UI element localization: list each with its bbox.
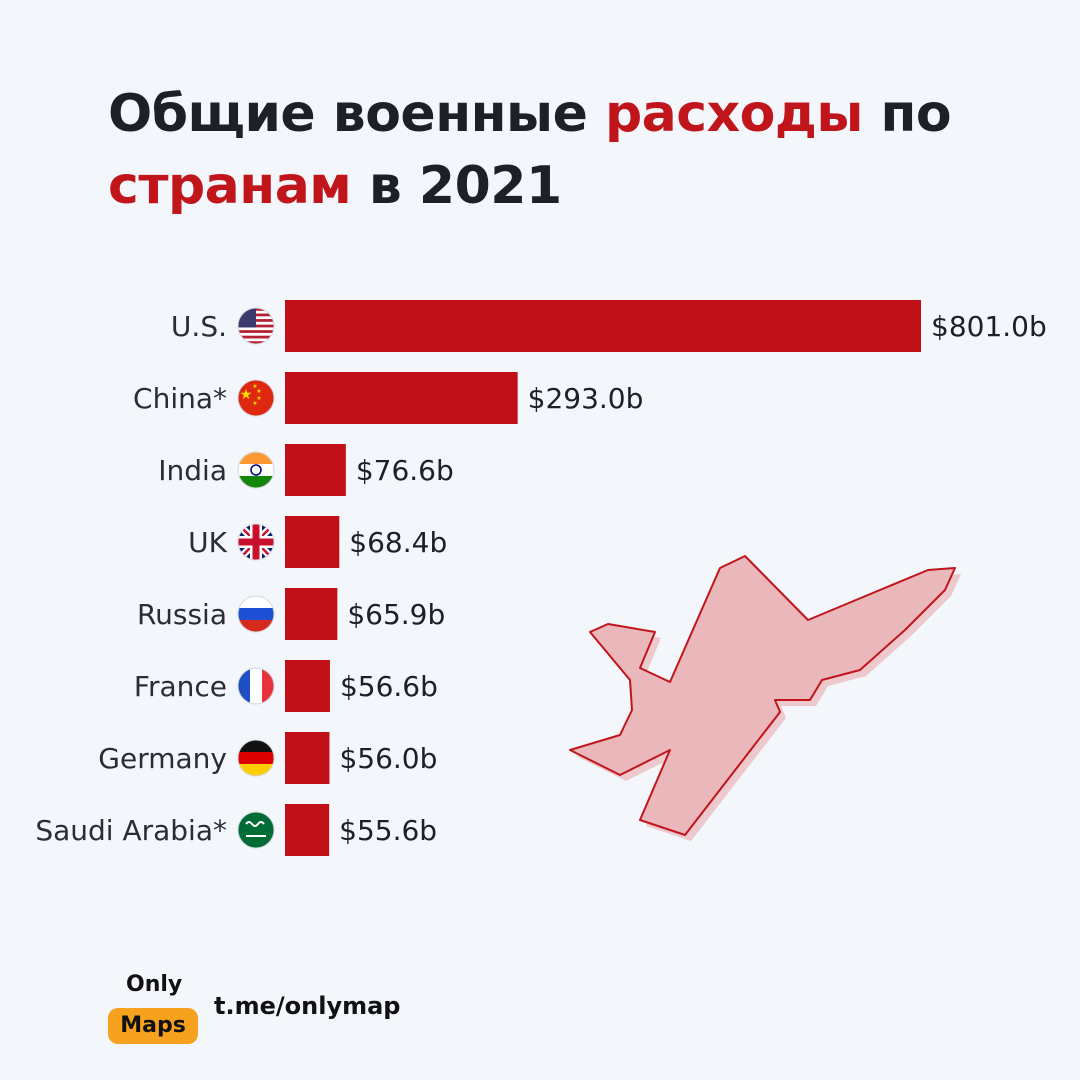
value-label-7: $55.6b: [339, 814, 437, 847]
svg-text:★: ★: [252, 400, 257, 407]
us-flag-icon: [237, 307, 275, 345]
svg-text:★: ★: [252, 383, 257, 390]
footer: Only Maps t.me/onlymap: [108, 972, 508, 1052]
svg-text:★: ★: [256, 395, 261, 402]
country-label-6: Germany: [98, 742, 227, 775]
logo-only-text: Only: [126, 972, 183, 997]
country-label-7: Saudi Arabia*: [35, 814, 227, 847]
bar-0: [285, 300, 921, 352]
bar-3: [285, 516, 340, 568]
value-label-2: $76.6b: [356, 454, 454, 487]
value-label-6: $56.0b: [339, 742, 437, 775]
value-label-0: $801.0b: [931, 310, 1047, 343]
germany-flag-icon: [237, 739, 275, 777]
value-label-5: $56.6b: [340, 670, 438, 703]
fighter-jet-illustration: [569, 555, 961, 841]
china-flag-icon: ★★★★★: [237, 379, 275, 417]
saudi-arabia-flag-icon: [237, 811, 275, 849]
title-part-5: в 2021: [351, 156, 562, 216]
svg-text:★: ★: [256, 388, 261, 395]
uk-flag-icon: [237, 523, 275, 561]
value-label-1: $293.0b: [528, 382, 644, 415]
country-label-5: France: [134, 670, 227, 703]
telegram-link[interactable]: t.me/onlymap: [214, 992, 401, 1020]
value-label-3: $68.4b: [349, 526, 447, 559]
country-label-0: U.S.: [171, 310, 227, 343]
country-label-3: UK: [188, 526, 227, 559]
country-label-2: India: [158, 454, 227, 487]
country-label-4: Russia: [137, 598, 227, 631]
france-flag-icon: [237, 667, 275, 705]
bar-1: [285, 372, 518, 424]
title-part-3: по: [862, 84, 952, 144]
bar-7: [285, 804, 330, 856]
bar-4: [285, 588, 338, 640]
title-accent-2: странам: [108, 156, 352, 216]
chart-title: Общие военные расходы по странам в 2021: [108, 78, 1008, 222]
bar-6: [285, 732, 330, 784]
title-accent-1: расходы: [604, 84, 863, 144]
logo-maps-badge: Maps: [108, 1008, 198, 1044]
bar-2: [285, 444, 346, 496]
country-label-1: China*: [133, 382, 227, 415]
bar-5: [285, 660, 330, 712]
value-label-4: $65.9b: [347, 598, 445, 631]
title-part-1: Общие военные: [108, 84, 605, 144]
india-flag-icon: [237, 451, 275, 489]
svg-text:★: ★: [240, 387, 253, 403]
russia-flag-icon: [237, 595, 275, 633]
